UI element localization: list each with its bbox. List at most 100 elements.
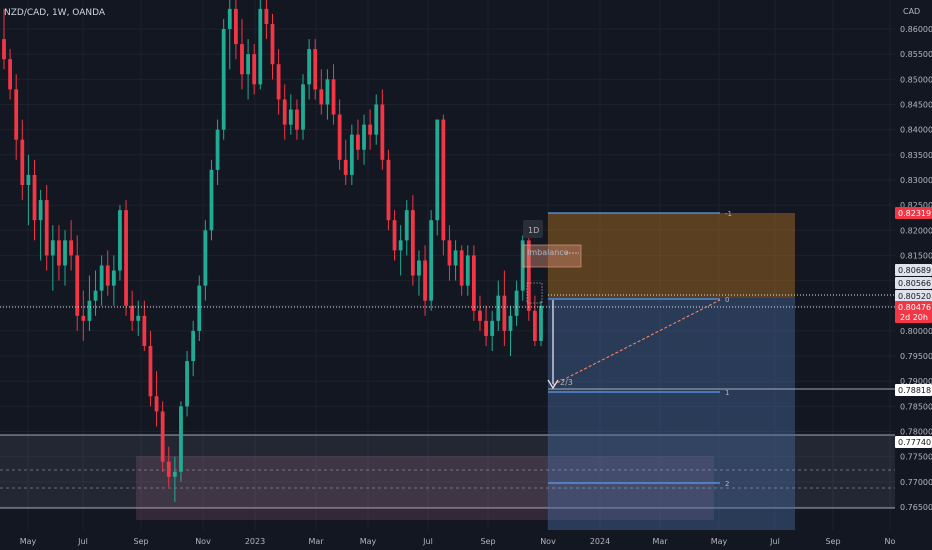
candle-body [392, 220, 397, 251]
candle-body [69, 240, 74, 256]
time-tick-label: Mar [652, 537, 668, 546]
price-tag-label: 0.80520 [898, 292, 931, 301]
candle-body [38, 200, 43, 221]
candle-body [118, 210, 122, 271]
candle-body [526, 240, 531, 311]
time-tick-label: May [711, 537, 728, 546]
time-axis-bg [0, 530, 895, 550]
candle-body [539, 305, 543, 341]
price-tick-label: 0.79500 [900, 352, 932, 361]
price-tag-label: 0.77740 [898, 438, 931, 447]
timeframe-badge [523, 220, 543, 238]
imbalance-marker [526, 282, 543, 304]
imbalance-box [522, 244, 582, 268]
candle-body [319, 89, 324, 105]
time-tick-label: Jul [422, 537, 433, 546]
projection-path [552, 299, 721, 386]
candle-body [307, 49, 312, 85]
candle-body [240, 44, 244, 75]
price-tick-label: 0.83000 [900, 176, 932, 185]
symbol-title: NZD/CAD, 1W, OANDA [4, 8, 106, 18]
imbalance-label: Imbalance [527, 248, 569, 257]
candle-body [179, 406, 183, 472]
candle-body [337, 114, 342, 160]
candle-body [331, 79, 336, 115]
candle-body [441, 119, 446, 241]
price-tick-label: 0.77500 [900, 453, 932, 462]
time-tick-label: 2024 [590, 537, 610, 546]
candle-body [264, 8, 269, 24]
price-tick-label: 0.76500 [900, 503, 932, 512]
candle-body [374, 104, 379, 135]
candle-body [465, 255, 470, 286]
candle-body [197, 285, 202, 331]
candle-body [124, 210, 128, 306]
candle-body [26, 174, 31, 185]
candle-body [75, 255, 80, 316]
time-tick-label: Jul [77, 537, 88, 546]
candle-body [301, 84, 305, 130]
candle-body [93, 290, 98, 301]
candle-body [368, 124, 373, 135]
price-tag [895, 384, 932, 396]
candle-body [343, 159, 348, 175]
time-tick-label: Nov [540, 537, 556, 546]
price-tag [895, 277, 932, 289]
candle-body [282, 99, 287, 125]
candle-body [105, 265, 110, 286]
price-tag-label: 0.78818 [898, 386, 931, 395]
candle-body [44, 200, 49, 256]
price-tick-label: 0.79000 [900, 377, 932, 386]
candle-body [14, 89, 19, 140]
currency-label: CAD [903, 7, 920, 16]
candle-body [154, 396, 159, 412]
candle-body [362, 124, 366, 150]
price-tick-label: 0.81500 [900, 251, 932, 260]
time-tick-label: Sep [825, 537, 840, 546]
candles [2, 0, 543, 502]
candle-body [508, 315, 513, 331]
candle-body [435, 119, 440, 221]
arrow-down-icon [547, 379, 559, 390]
candle-body [496, 295, 501, 321]
candle-body [533, 310, 537, 341]
candle-body [32, 174, 37, 221]
time-tick-label: Nov [195, 537, 211, 546]
candle-body [227, 8, 232, 29]
candle-body [203, 230, 208, 286]
candle-body [325, 79, 330, 105]
candle-body [429, 220, 434, 301]
time-tick-label: Sep [133, 537, 148, 546]
candle-body [490, 320, 495, 336]
fib-level-label: 0 [725, 296, 729, 304]
candle-body [404, 210, 409, 241]
time-tick-label: Mar [308, 537, 324, 546]
target-label: 2/3 [560, 378, 573, 387]
price-tick-label: 0.78500 [900, 402, 932, 411]
candle-body [148, 345, 153, 397]
candle-body [386, 159, 391, 221]
countdown-label: 2d 20h [900, 313, 928, 322]
time-axis[interactable]: May Jul Sep Nov 2023 Mar May Jul Sep Nov 2024 Mar Ma… [0, 530, 896, 550]
candle-body [63, 240, 67, 266]
fib-level-label: 2 [725, 480, 729, 488]
candle-body [111, 270, 116, 286]
price-tag [895, 207, 932, 219]
candle-body [459, 250, 464, 286]
candle-body [502, 295, 507, 331]
candle-body [8, 59, 12, 90]
candle-body [87, 300, 92, 321]
time-tick-label: Sep [480, 537, 495, 546]
current-price-tag [895, 300, 932, 323]
candle-body [398, 240, 403, 251]
candle-body [99, 265, 104, 291]
price-axis[interactable]: 0.86000 0.85500 0.85000 0.84500 0.84000 0.835… [895, 0, 932, 550]
time-tick-label: No [885, 537, 896, 546]
overlays: -1 0 1 2 2/3 1D Imbalance [0, 210, 895, 488]
candle-body [142, 315, 147, 346]
candle-body [453, 250, 458, 266]
candle-body [81, 315, 86, 321]
price-tick-label: 0.85500 [900, 50, 932, 59]
